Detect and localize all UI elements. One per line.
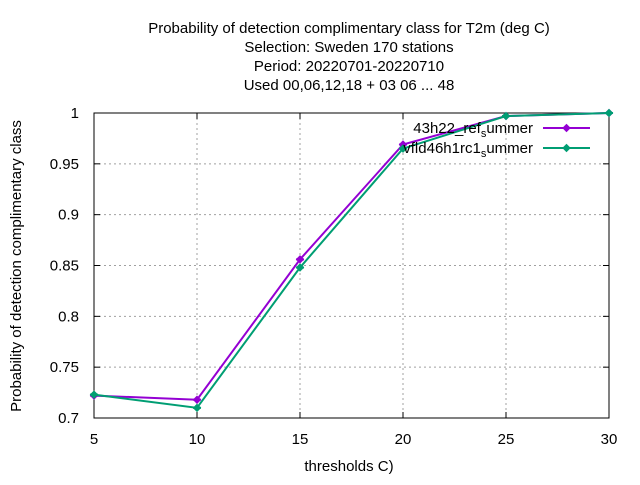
legend-label-sub: s bbox=[481, 148, 487, 160]
legend-label-sub: s bbox=[481, 128, 487, 140]
y-tick-label: 0.8 bbox=[58, 308, 79, 325]
legend-label-tail: ummer bbox=[486, 120, 533, 137]
series bbox=[89, 108, 614, 413]
y-tick-label: 0.75 bbox=[50, 359, 79, 376]
y-axis-label: Probability of detection complimentary c… bbox=[8, 120, 25, 412]
title-line-2: Selection: Sweden 170 stations bbox=[244, 39, 453, 56]
chart-title: Probability of detection complimentary c… bbox=[148, 20, 550, 94]
series-2 bbox=[89, 108, 614, 413]
title-line-1: Probability of detection complimentary c… bbox=[148, 20, 550, 37]
x-tick-label: 30 bbox=[601, 431, 618, 448]
y-tick-label: 0.7 bbox=[58, 410, 79, 427]
y-tick-label: 0.9 bbox=[58, 207, 79, 224]
title-line-3: Period: 20220701-20220710 bbox=[254, 58, 444, 75]
x-tick-label: 10 bbox=[189, 431, 206, 448]
x-tick-label: 5 bbox=[90, 431, 98, 448]
y-tick-label: 0.95 bbox=[50, 156, 79, 173]
legend-entry-1: 43h22_refsummer bbox=[413, 120, 590, 140]
legend-label-main: 43h22_ref bbox=[413, 120, 481, 137]
legend-label-main: vfld46h1rc1 bbox=[403, 140, 481, 157]
x-tick-label: 15 bbox=[292, 431, 309, 448]
x-axis-label: thresholds C) bbox=[304, 458, 393, 475]
series-line bbox=[93, 112, 610, 409]
axis-ticks: 5 10 15 20 25 30 0.7 0.75 0.8 0.85 0.9 0.95 1 bbox=[50, 105, 618, 448]
series-1 bbox=[89, 108, 614, 404]
grid bbox=[94, 113, 609, 418]
x-tick-label: 25 bbox=[498, 431, 515, 448]
plot-frame bbox=[93, 112, 610, 419]
legend-marker bbox=[562, 143, 571, 153]
y-tick-label: 1 bbox=[71, 105, 79, 122]
legend-label-tail: ummer bbox=[486, 140, 533, 157]
title-line-4: Used 00,06,12,18 + 03 06 ... 48 bbox=[244, 77, 455, 94]
legend-entry-2: vfld46h1rc1summer bbox=[403, 140, 590, 160]
legend-marker bbox=[562, 123, 571, 133]
legend-label: 43h22_refsummer bbox=[413, 120, 533, 140]
x-tick-label: 20 bbox=[395, 431, 412, 448]
legend-label: vfld46h1rc1summer bbox=[403, 140, 533, 160]
y-tick-label: 0.85 bbox=[50, 258, 79, 275]
